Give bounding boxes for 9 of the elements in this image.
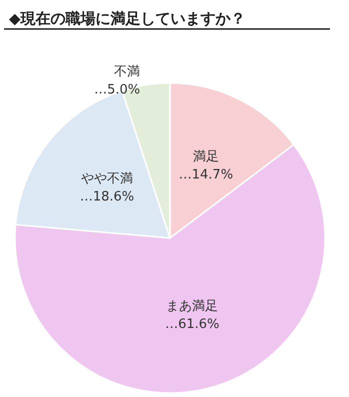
chart-title: ◆現在の職場に満足していますか？ — [9, 10, 246, 28]
data-label: …14.7% — [178, 167, 234, 182]
data-label: …18.6% — [80, 189, 134, 204]
slice-label: やや不満 — [80, 171, 133, 186]
slice-label: 満足 — [192, 149, 219, 164]
slice-label: 不満 — [114, 64, 140, 80]
data-label: …5.0% — [94, 82, 140, 98]
data-label: …61.6% — [165, 316, 220, 332]
slice-label: まあ満足 — [166, 298, 218, 314]
